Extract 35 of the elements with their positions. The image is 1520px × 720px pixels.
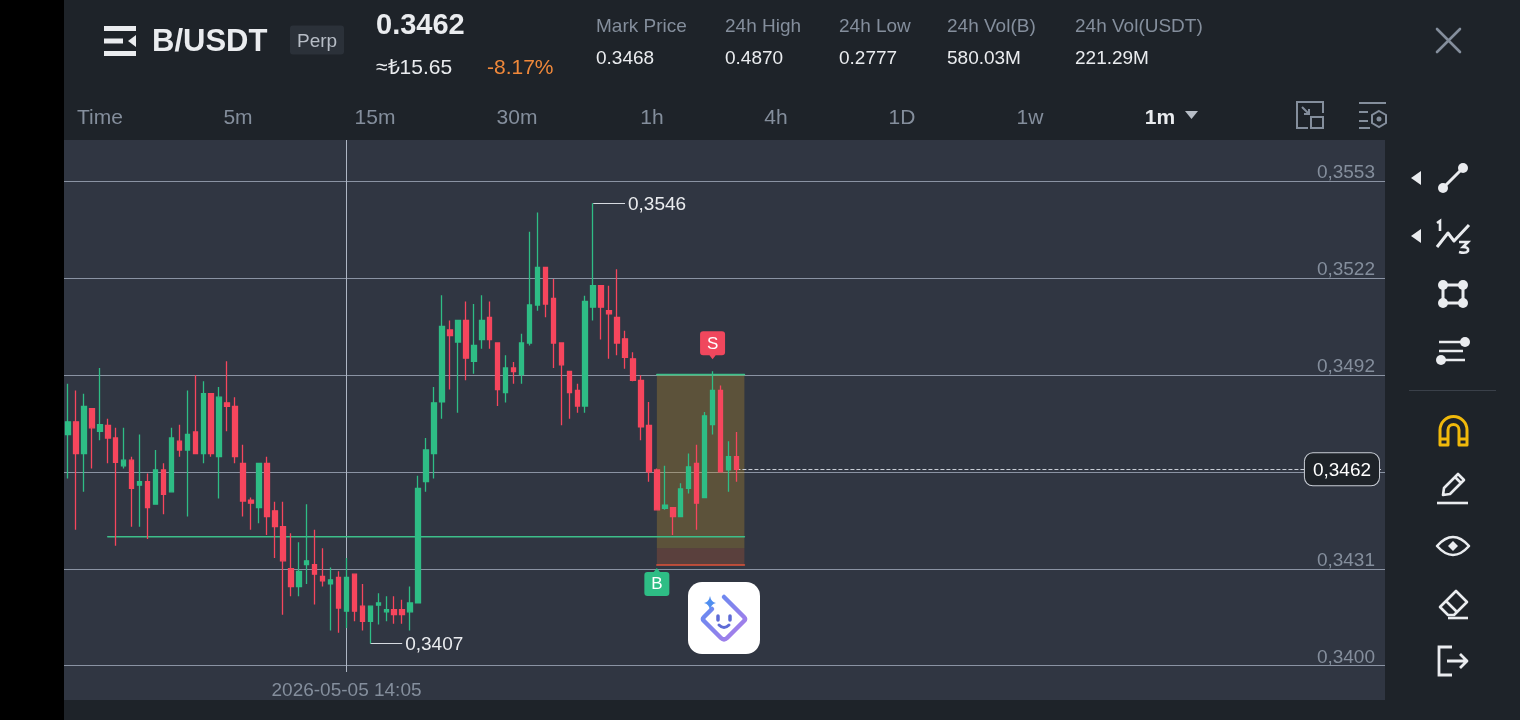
text: 30m [496, 104, 538, 128]
text: 221.29M [1075, 46, 1149, 68]
text: 1D [888, 104, 916, 128]
text: 0.3462 [376, 7, 465, 40]
text: 4h [764, 104, 788, 128]
text: 24h Vol(USDT) [1075, 14, 1203, 36]
text: 0.4870 [725, 46, 784, 68]
text: Time [77, 104, 123, 128]
text: ≈₺15.65 [376, 54, 453, 78]
annotation: S [706, 333, 719, 353]
text: 5m [223, 104, 253, 128]
text: 1m [1144, 104, 1176, 128]
text: Perp [290, 25, 345, 55]
ref-line-label: 0,3462 [1312, 458, 1372, 480]
annotation: 0,3546 [628, 192, 687, 214]
text: Mark Price [596, 14, 687, 36]
y-tick-label: 0,3431 [1316, 548, 1375, 570]
text: 0.2777 [839, 46, 898, 68]
text: 24h High [725, 14, 802, 36]
y-tick-label: 0,3400 [1316, 645, 1375, 667]
annotation: 0,3407 [405, 633, 464, 654]
text: 24h Vol(B) [947, 14, 1036, 36]
x-tick-label: 2026-05-05 14:05 [271, 679, 422, 700]
text: 24h Low [839, 14, 911, 36]
text: 580.03M [947, 46, 1021, 68]
text: 1w [1016, 104, 1044, 128]
y-tick-label: 0,3553 [1316, 161, 1375, 183]
y-tick-label: 0,3522 [1316, 258, 1375, 280]
chart-title: B/USDT [152, 22, 268, 58]
y-tick-label: 0,3492 [1316, 354, 1375, 376]
text: 1h [640, 104, 664, 128]
text: 15m [354, 104, 396, 128]
annotation: B [651, 574, 663, 594]
text: -8.17% [487, 54, 554, 78]
text: 0.3468 [596, 46, 655, 68]
